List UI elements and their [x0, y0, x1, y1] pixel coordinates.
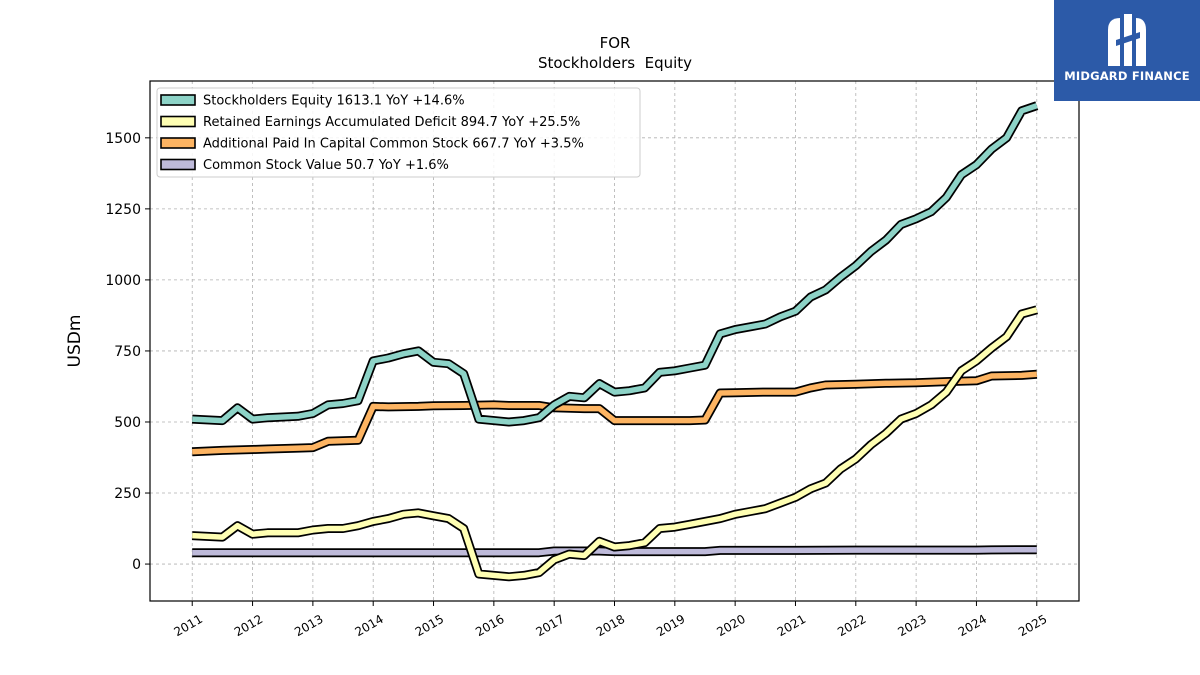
x-tick-label-10: 2021 — [775, 612, 808, 639]
x-tick-label-6: 2017 — [533, 612, 566, 639]
legend-swatch-0 — [160, 94, 196, 106]
y-tick-label-3: 750 — [114, 344, 141, 360]
legend-label-1: Retained Earnings Accumulated Deficit 89… — [203, 115, 580, 130]
legend-swatch-1 — [160, 115, 196, 128]
x-tick-label-13: 2024 — [956, 612, 989, 639]
series-line-0 — [192, 103, 1038, 425]
x-tick-label-7: 2018 — [594, 612, 627, 639]
x-tick-label-11: 2022 — [835, 612, 868, 639]
series-layer — [191, 101, 1039, 582]
x-tick-label-4: 2015 — [413, 612, 446, 639]
x-tick-label-14: 2025 — [1016, 612, 1049, 639]
y-tick-label-5: 1250 — [105, 202, 141, 218]
legend-swatch-2 — [160, 137, 196, 149]
y-axis-label: USDm — [65, 315, 85, 368]
chart-title: FOR — [600, 34, 631, 52]
legend-label-3: Common Stock Value 50.7 YoY +1.6% — [203, 158, 449, 173]
x-tick-label-2: 2013 — [292, 612, 325, 639]
midgard-logo-icon — [1108, 14, 1146, 66]
y-tick-label-6: 1500 — [105, 131, 141, 147]
x-tick-label-3: 2014 — [352, 612, 385, 639]
brand-logo: MIDGARD FINANCE — [1054, 0, 1200, 101]
x-tick-label-8: 2019 — [654, 612, 687, 639]
y-tick-label-1: 250 — [114, 486, 141, 502]
x-tick-label-12: 2023 — [895, 612, 928, 639]
series-line-3 — [192, 546, 1037, 556]
series-line-1 — [192, 307, 1038, 580]
chart-subtitle: Stockholders Equity — [538, 54, 692, 72]
grid — [150, 81, 1079, 601]
brand-name: MIDGARD FINANCE — [1064, 69, 1190, 83]
legend: Stockholders Equity 1613.1 YoY +14.6% Ret… — [156, 87, 641, 178]
legend-label-0: Stockholders Equity 1613.1 YoY +14.6% — [203, 94, 465, 109]
legend-swatch-3 — [160, 158, 196, 171]
x-tick-label-9: 2020 — [714, 612, 747, 639]
legend-label-2: Additional Paid In Capital Common Stock … — [203, 137, 584, 152]
y-axis: 0 250 500 750 1000 1250 1500 — [105, 131, 150, 573]
y-tick-label-2: 500 — [114, 415, 141, 431]
y-tick-label-4: 1000 — [105, 273, 141, 289]
x-tick-label-0: 2011 — [172, 612, 205, 639]
x-tick-label-1: 2012 — [232, 612, 265, 639]
y-tick-label-0: 0 — [132, 557, 141, 573]
x-axis: 2011 2012 2013 2014 2015 2016 2017 2018 2019 2020… — [172, 601, 1049, 639]
x-tick-label-5: 2016 — [473, 612, 506, 639]
series-line-2 — [192, 371, 1037, 455]
legend-box — [156, 87, 641, 178]
